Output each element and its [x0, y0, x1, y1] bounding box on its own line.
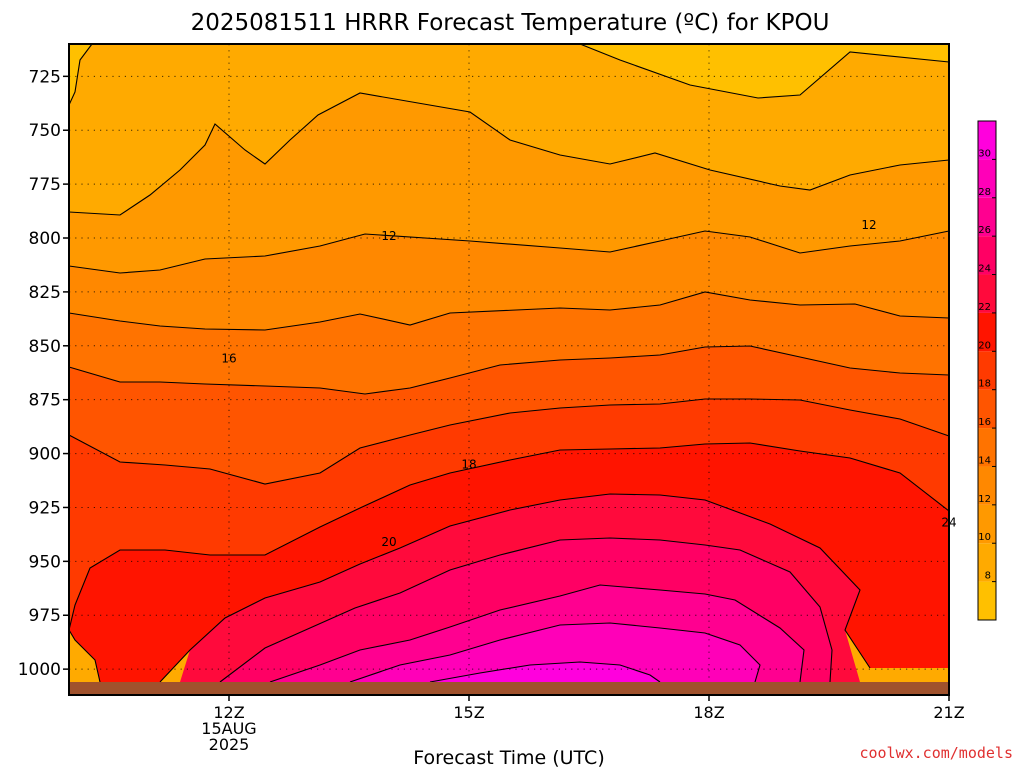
colorbar-frame: [977, 120, 997, 621]
temperature-band: [69, 346, 949, 484]
colorbar-label: 18: [978, 379, 991, 390]
contour-label: 20: [381, 535, 396, 549]
y-tick-label: 950: [29, 552, 61, 572]
colorbar-swatch: [978, 466, 996, 505]
temperature-band: [69, 44, 92, 105]
x-axis: 12Z15AUG202515Z18Z21Z00Z16AUG03Z: [201, 695, 965, 754]
temperature-band: [350, 623, 760, 682]
y-tick-label: 775: [29, 175, 61, 195]
colorbar-swatch: [978, 543, 996, 582]
contour-line: [68, 629, 101, 683]
plot-area: 1012121616182020222426: [68, 43, 957, 696]
colorbar-label: 12: [978, 494, 991, 505]
y-axis: 725 750 775 800 825 850 875 900 925 950 975 1000: [18, 67, 69, 680]
colorbar-label: 24: [978, 264, 991, 275]
colorbar-label: 10: [978, 532, 991, 543]
x-tick-label: 2025: [209, 735, 250, 754]
colorbar-swatch: [978, 428, 996, 467]
colorbar-swatch: [978, 159, 996, 198]
contour-line: [68, 43, 93, 106]
contour-label: 12: [381, 229, 396, 243]
contour-line: [68, 92, 950, 216]
colorbar-swatch: [978, 236, 996, 275]
colorbar-swatch: [978, 351, 996, 390]
x-axis-label: Forecast Time (UTC): [413, 747, 604, 768]
colorbar-swatch: [978, 197, 996, 237]
colorbar-label: 8: [985, 571, 991, 582]
contour-line: [68, 230, 950, 274]
x-tick-label: 15AUG: [201, 719, 256, 738]
colorbar-label: 20: [978, 340, 991, 351]
y-tick-label: 925: [29, 498, 61, 518]
x-tick-label: 15Z: [453, 703, 484, 722]
contour-line: [219, 537, 833, 683]
contour-line: [579, 43, 950, 99]
contour-label: 18: [461, 457, 476, 471]
colorbar-swatch: [978, 581, 996, 620]
contour-line: [68, 345, 950, 395]
plot-frame: [68, 43, 950, 696]
contour-line: [68, 291, 950, 331]
colorbar-swatch: [978, 274, 996, 313]
colorbar-label: 16: [978, 417, 991, 428]
y-tick-label: 750: [29, 121, 61, 141]
y-tick-label: 725: [29, 67, 61, 87]
temperature-band: [69, 292, 949, 394]
colorbar-swatch: [978, 504, 996, 544]
y-tick-label: 800: [29, 229, 61, 249]
temperature-band: [69, 93, 949, 273]
y-tick-label: 825: [29, 283, 61, 303]
colorbar-label: 28: [978, 187, 991, 198]
contour-line: [68, 398, 950, 485]
y-tick-label: 1000: [18, 660, 61, 680]
colorbar-label: 30: [978, 148, 991, 159]
y-tick-label: 875: [29, 391, 61, 411]
x-tick-label: 12Z: [213, 703, 244, 722]
colorbar-swatch: [978, 389, 996, 429]
contour-line: [159, 493, 871, 683]
credit-text: coolwx.com/models: [859, 744, 1013, 762]
contour-label: 16: [221, 352, 236, 366]
colorbar-swatch: [978, 312, 996, 352]
colorbar-swatch: [978, 121, 996, 160]
ground-surface: [69, 682, 949, 695]
contour-line: [269, 584, 805, 683]
colorbar-label: 22: [978, 302, 991, 313]
y-tick-label: 900: [29, 445, 61, 465]
contour-line: [68, 442, 950, 631]
temperature-band: [69, 399, 949, 630]
colorbar-label: 14: [978, 455, 991, 466]
y-tick-label: 975: [29, 606, 61, 626]
y-tick-label: 850: [29, 337, 61, 357]
x-tick-label: 18Z: [693, 703, 724, 722]
temperature-band: [430, 662, 660, 682]
temperature-band: [69, 443, 949, 682]
colorbar-label: 26: [978, 225, 991, 236]
chart-title: 2025081511 HRRR Forecast Temperature (ºC…: [191, 10, 830, 36]
temperature-band: [69, 231, 949, 330]
contour-label: 12: [861, 218, 876, 232]
temperature-band: [580, 44, 949, 98]
colorbar: 8 10 12 14 16 18 20 22 24 26 28 30: [977, 120, 997, 621]
contour-line: [429, 661, 661, 683]
contour-line: [349, 622, 761, 683]
x-tick-label: 21Z: [933, 703, 964, 722]
